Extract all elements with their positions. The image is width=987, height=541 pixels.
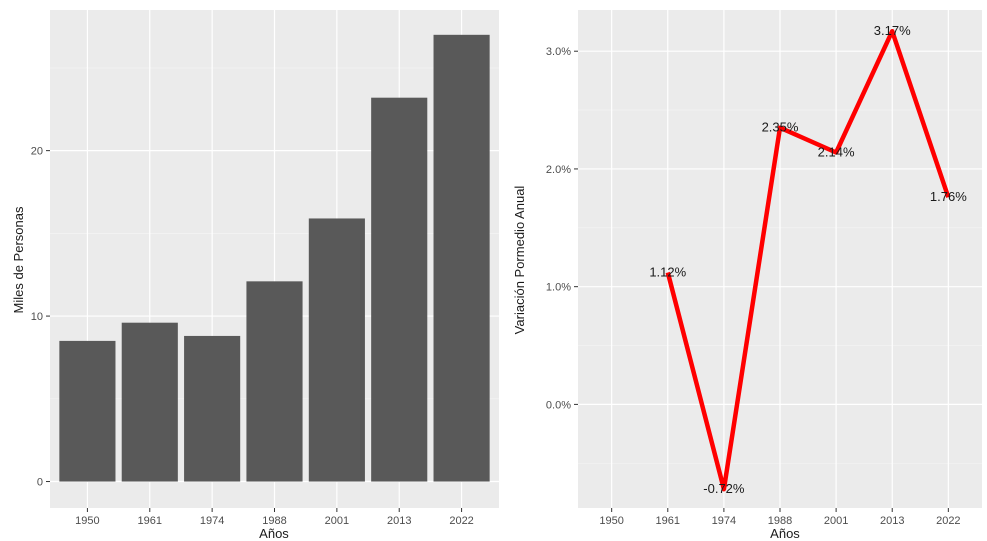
data-label-2001: 2.14% — [818, 144, 855, 159]
right-x-tick-label: 1961 — [656, 515, 680, 527]
left-x-tick-label: 2022 — [449, 515, 473, 527]
left-x-tick-label: 1961 — [138, 515, 162, 527]
left-y-tick-label: 20 — [31, 146, 43, 158]
left-x-tick-label: 1950 — [75, 515, 99, 527]
left-x-tick-label: 2001 — [325, 515, 349, 527]
growth-rate-line-chart: 0.0% 1.0% 2.0% 3.0% 1950 1961 1974 1988 2001 2013… — [546, 10, 982, 527]
left-x-tick-label: 1988 — [262, 515, 286, 527]
left-x-tick-label: 1974 — [200, 515, 224, 527]
bar-2022 — [433, 34, 490, 482]
left-y-axis-title: Miles de Personas — [11, 206, 26, 313]
left-x-axis-title: Años — [259, 526, 289, 541]
data-label-2013: 3.17% — [874, 23, 911, 38]
growth-rate-line — [665, 28, 951, 492]
left-y-tick-label: 0 — [37, 477, 43, 489]
bar-2001 — [308, 218, 365, 482]
right-y-tick-label: 3.0% — [546, 46, 571, 58]
right-x-tick-label: 1974 — [712, 515, 736, 527]
right-y-tick-label: 0.0% — [546, 399, 571, 411]
right-y-tick-label: 2.0% — [546, 164, 571, 176]
right-x-tick-label: 2022 — [936, 515, 960, 527]
bar-1974 — [184, 335, 241, 482]
left-x-tick-label: 2013 — [387, 515, 411, 527]
right-x-tick-label: 2001 — [824, 515, 848, 527]
right-y-axis-title: Variación Pormedio Anual — [512, 186, 527, 335]
population-bar-chart: 0 10 20 1950 1961 1974 1988 2001 2013 2022 — [31, 10, 499, 527]
data-label-1974: -0.72% — [703, 481, 745, 496]
right-y-tick-label: 1.0% — [546, 282, 571, 294]
left-y-tick-label: 10 — [31, 311, 43, 323]
data-label-1961: 1.12% — [649, 265, 686, 280]
bar-1950 — [59, 340, 116, 482]
right-x-tick-label: 1988 — [768, 515, 792, 527]
data-label-2022: 1.76% — [930, 189, 967, 204]
right-x-axis-title: Años — [770, 526, 800, 541]
data-label-1988: 2.35% — [762, 120, 799, 135]
right-x-tick-label: 1950 — [599, 515, 623, 527]
right-x-tick-label: 2013 — [880, 515, 904, 527]
bar-1961 — [121, 322, 178, 482]
bar-2013 — [371, 97, 428, 482]
bar-1988 — [246, 281, 303, 482]
